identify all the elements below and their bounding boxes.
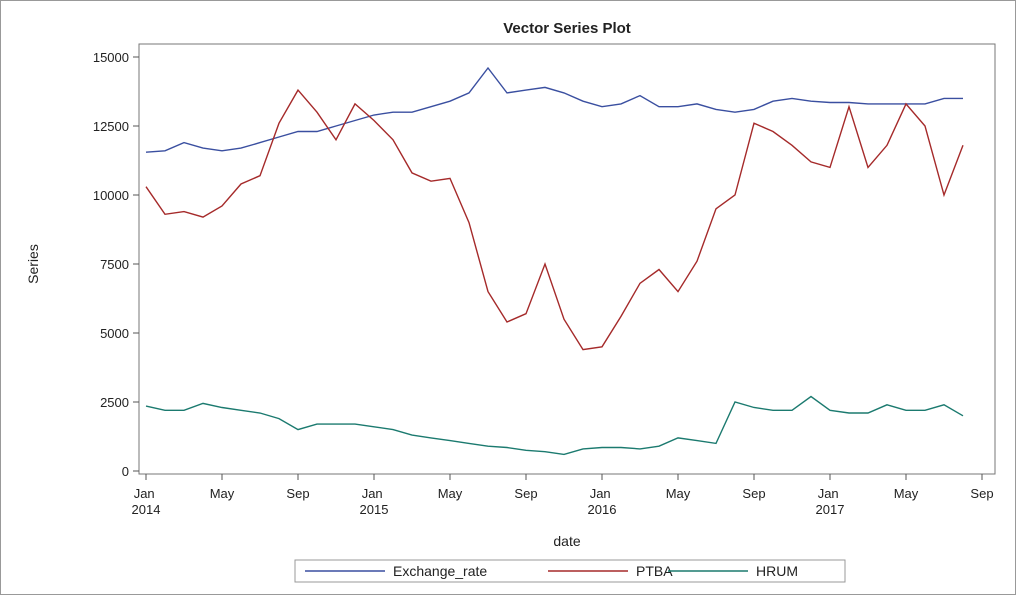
series-line	[145, 88, 964, 351]
x-tick-label: Jan 2017	[816, 486, 845, 517]
chart-title: Vector Series Plot	[503, 20, 631, 37]
x-tick-label: Sep	[742, 486, 765, 501]
x-tick-label: May	[210, 486, 235, 501]
y-tick-label: 0	[122, 464, 129, 479]
y-axis-label: Series	[25, 244, 41, 284]
series-line	[145, 395, 964, 456]
plot-area	[138, 43, 996, 475]
x-tick-label: Jan 2014	[132, 486, 161, 517]
x-tick-label: Sep	[970, 486, 993, 501]
legend-label: HRUM	[756, 563, 798, 579]
x-tick-label: Jan 2015	[360, 486, 389, 517]
y-tick-label: 7500	[100, 257, 129, 272]
legend-label: PTBA	[636, 563, 673, 579]
y-tick-label: 10000	[93, 188, 129, 203]
x-tick-label: Jan 2016	[588, 486, 617, 517]
series-line	[145, 66, 963, 153]
y-tick-label: 2500	[100, 395, 129, 410]
x-tick-label: Sep	[514, 486, 537, 501]
legend-label: Exchange_rate	[393, 563, 487, 579]
legend-box	[294, 559, 846, 583]
x-tick-label: May	[666, 486, 691, 501]
y-tick-label: 15000	[93, 50, 129, 65]
x-tick-label: Sep	[286, 486, 309, 501]
x-axis-label: date	[553, 533, 580, 549]
y-tick-label: 5000	[100, 326, 129, 341]
x-tick-label: May	[894, 486, 919, 501]
x-tick-label: May	[438, 486, 463, 501]
y-tick-label: 12500	[93, 119, 129, 134]
